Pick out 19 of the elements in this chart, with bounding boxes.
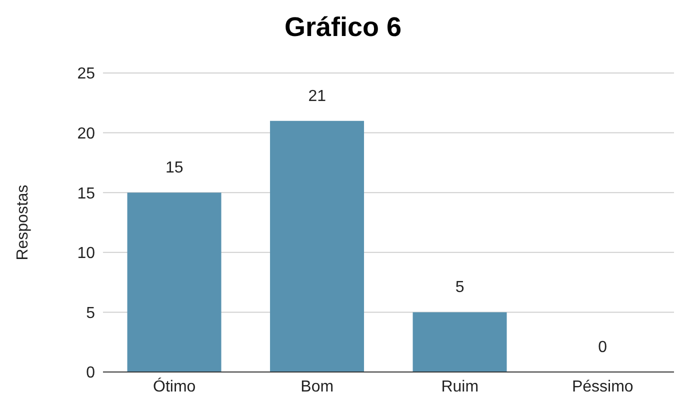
bar [412,312,507,372]
y-tick-label: 25 [77,66,96,83]
y-tick-label: 10 [77,245,96,262]
bar [127,192,222,372]
data-label: 15 [165,160,184,177]
x-tick-label: Péssimo [572,378,634,396]
y-axis-title: Respostas [14,184,32,260]
bar [270,120,364,372]
x-tick-label: Ruim [441,378,479,396]
data-label: 5 [455,279,464,296]
chart-title: Gráfico 6 [283,12,403,43]
x-tick-label: Ótimo [153,377,196,396]
y-tick-label: 15 [77,185,96,202]
x-tick-label: Bom [300,378,334,396]
data-label: 0 [598,339,608,356]
y-tick-label: 5 [86,304,96,322]
y-tick-label: 0 [86,364,96,382]
y-tick-label: 20 [77,125,96,142]
data-label: 21 [308,88,326,105]
